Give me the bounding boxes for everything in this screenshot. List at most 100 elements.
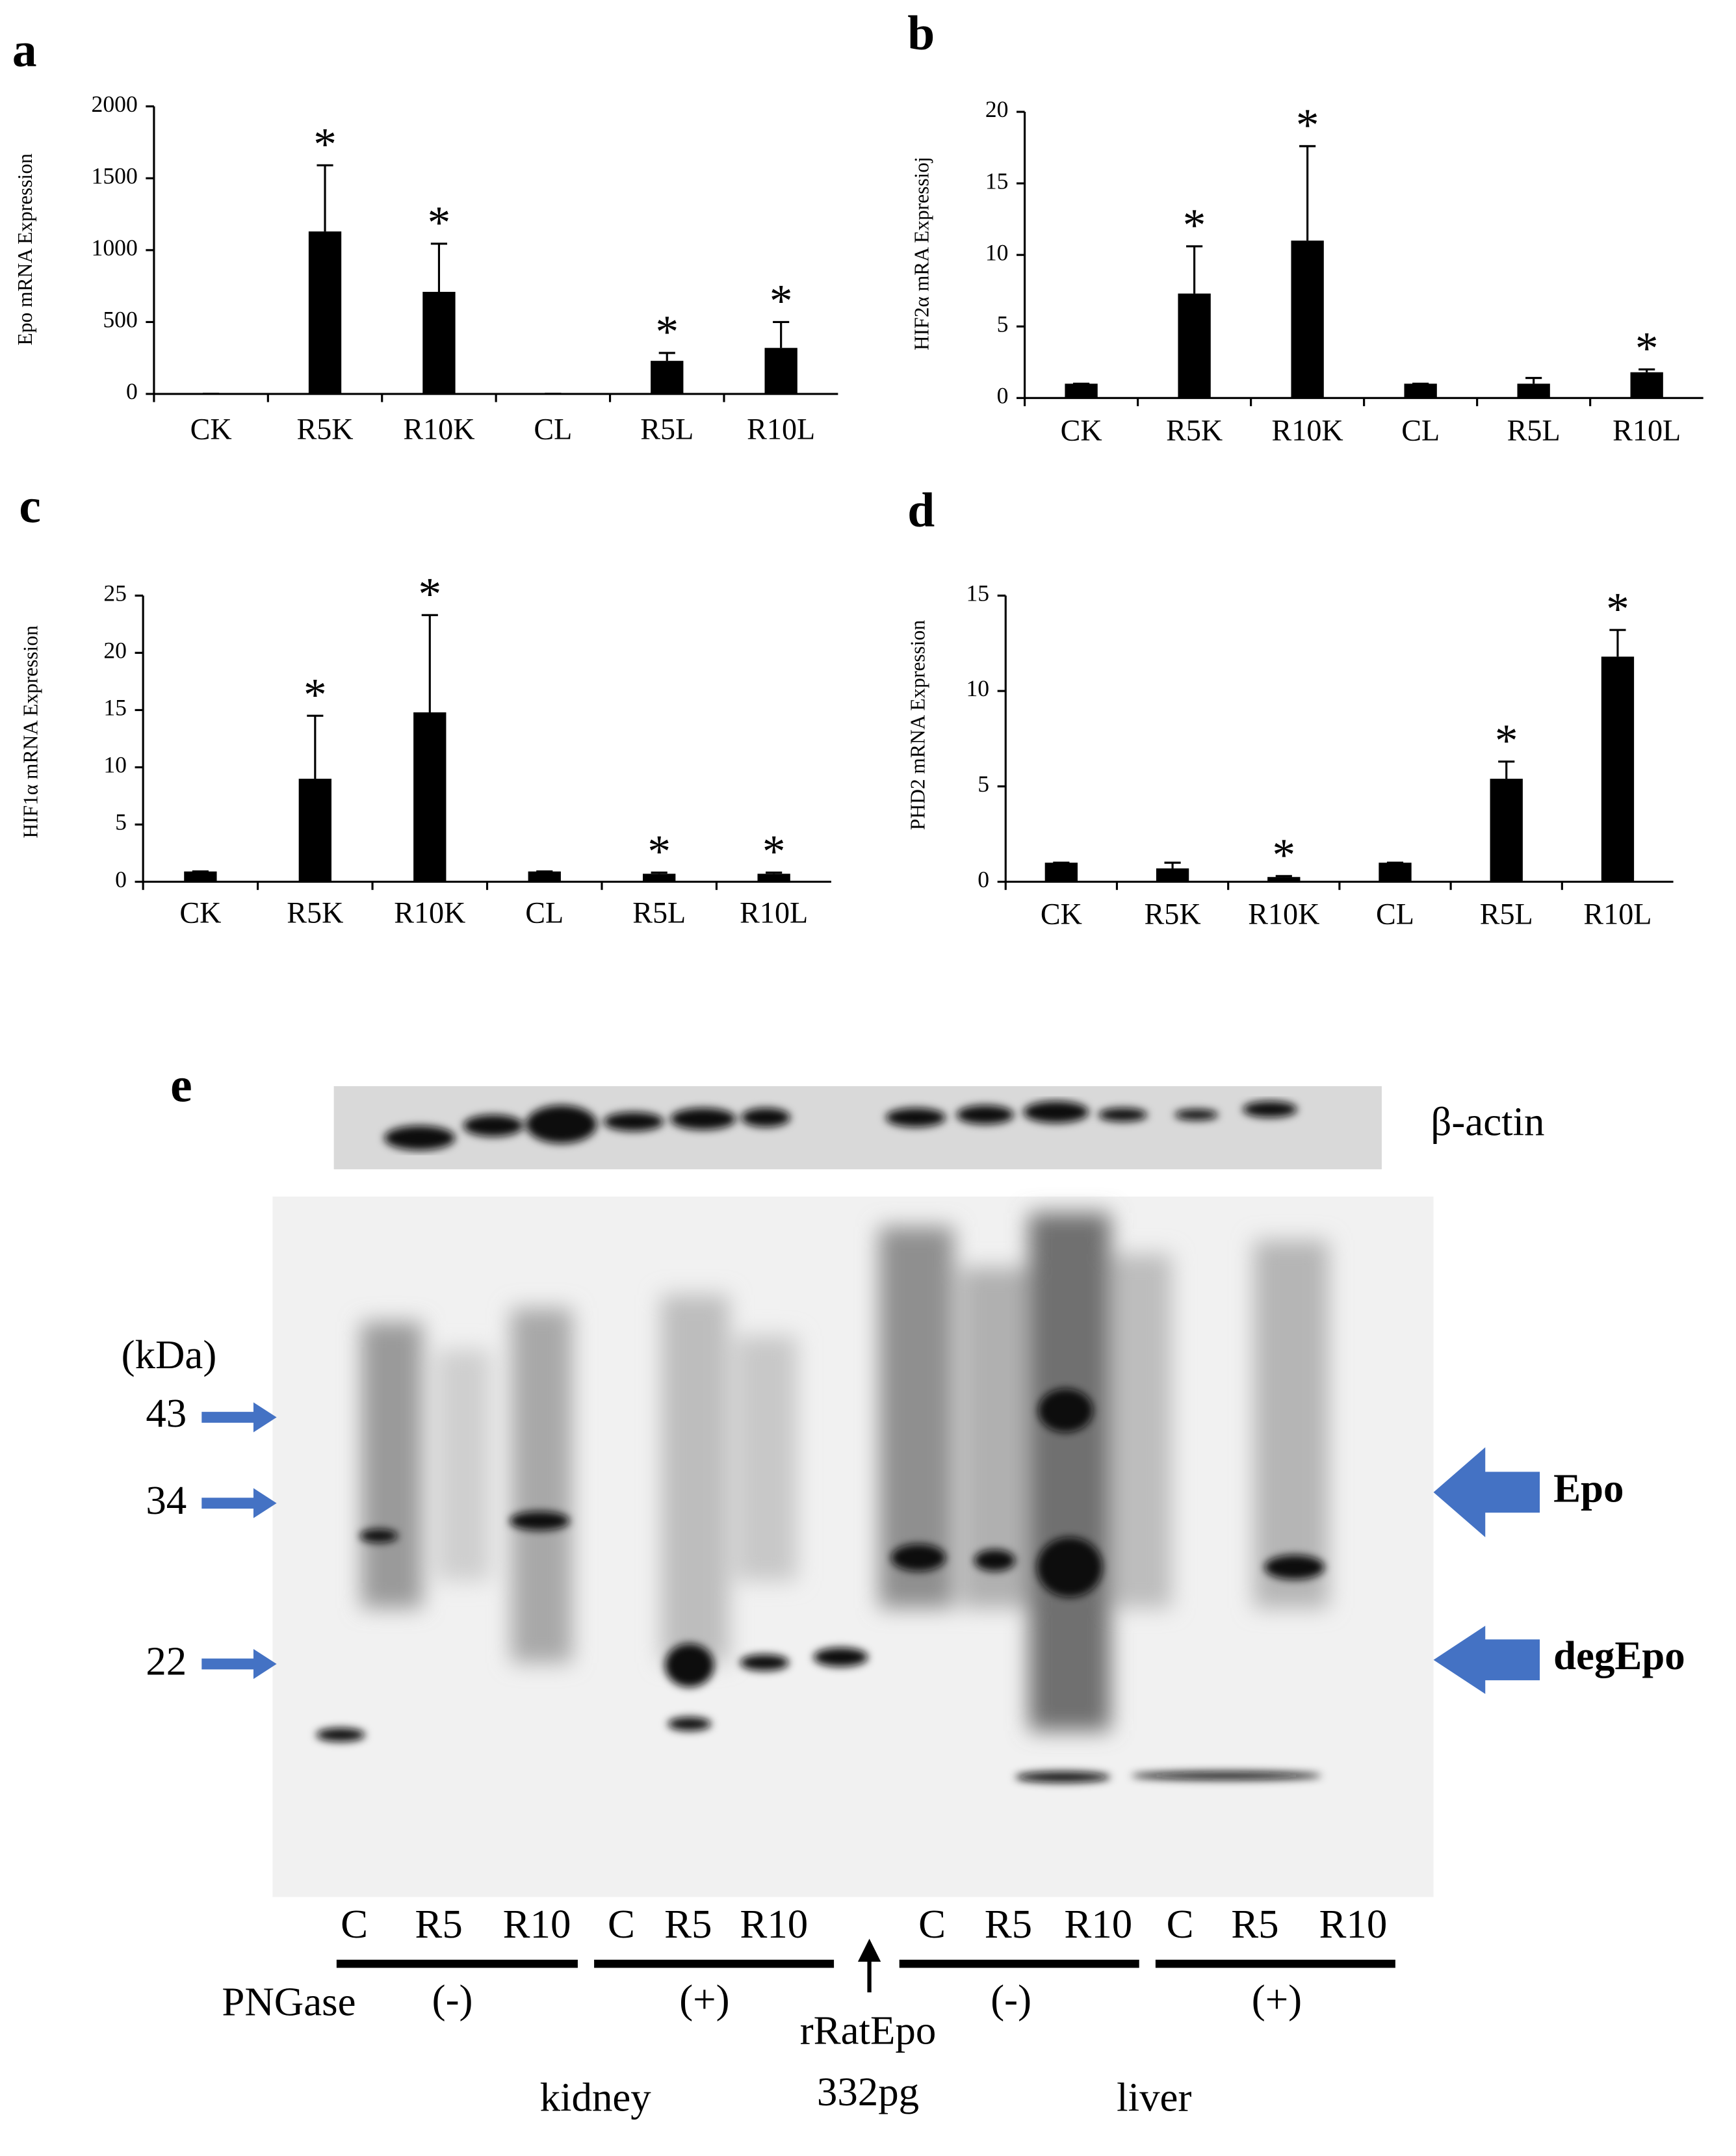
bar bbox=[1065, 383, 1098, 398]
blot-bands bbox=[316, 1388, 1325, 1783]
error-bar bbox=[766, 871, 783, 874]
significance-star: * bbox=[1495, 715, 1518, 766]
y-axis-label: PHD2 mRNA Expression bbox=[906, 620, 929, 830]
y-tick-label: 20 bbox=[103, 638, 127, 664]
standard-label: 332pg bbox=[817, 2069, 919, 2114]
x-tick-label: CL bbox=[525, 896, 564, 929]
y-tick-label: 15 bbox=[103, 695, 127, 721]
x-tick-label: R10K bbox=[1272, 413, 1343, 447]
x-tick-label: R10L bbox=[1613, 413, 1681, 447]
error-bar bbox=[1525, 376, 1542, 384]
y-tick-label: 20 bbox=[985, 96, 1009, 122]
bar bbox=[764, 348, 797, 395]
loading-control-label: β-actin bbox=[1431, 1098, 1544, 1144]
x-tick-label: R5L bbox=[640, 412, 693, 445]
treatment: (-) bbox=[432, 1976, 473, 2021]
standard-label: rRatEpo bbox=[800, 2008, 937, 2053]
y-axis-label: Epo mRNA Expression bbox=[14, 153, 36, 345]
bar bbox=[1601, 656, 1635, 882]
panel-letter: a bbox=[12, 23, 37, 77]
significance-star: * bbox=[313, 119, 337, 170]
x-tick-label: R5K bbox=[287, 896, 343, 929]
bar bbox=[1517, 383, 1550, 398]
panel-letter: b bbox=[907, 6, 935, 60]
bar bbox=[184, 871, 217, 882]
tissue-label: kidney bbox=[540, 2074, 652, 2120]
error-bar bbox=[773, 320, 790, 348]
y-tick-label: 10 bbox=[103, 752, 127, 778]
treatment: (+) bbox=[679, 1976, 729, 2021]
error-bar bbox=[1639, 368, 1655, 372]
tissue-label: liver bbox=[1117, 2074, 1191, 2120]
y-tick-label: 5 bbox=[115, 809, 127, 835]
x-tick-label: R10K bbox=[403, 412, 474, 445]
lane-label: R10 bbox=[740, 1901, 808, 1947]
x-tick-label: R10K bbox=[1248, 898, 1319, 931]
bar bbox=[1044, 863, 1078, 882]
bar bbox=[1291, 240, 1324, 398]
band-label: Epo bbox=[1553, 1465, 1624, 1511]
bar bbox=[757, 874, 790, 882]
panel-letter: e bbox=[170, 1059, 192, 1113]
lane-label: C bbox=[1167, 1901, 1194, 1947]
y-tick-label: 0 bbox=[997, 382, 1009, 408]
bar bbox=[1156, 868, 1189, 882]
bar bbox=[308, 231, 342, 395]
x-tick-label: CK bbox=[179, 896, 221, 929]
significance-star: * bbox=[1606, 583, 1629, 634]
x-tick-label: R5L bbox=[1507, 413, 1561, 447]
error-bar bbox=[651, 871, 667, 874]
y-tick-label: 500 bbox=[103, 307, 137, 333]
significance-star: * bbox=[770, 276, 793, 327]
y-tick-label: 25 bbox=[103, 580, 127, 606]
panel-letter: d bbox=[907, 484, 935, 538]
size-unit: (kDa) bbox=[122, 1332, 217, 1377]
error-bar bbox=[430, 242, 448, 292]
x-tick-label: CL bbox=[1376, 898, 1414, 931]
x-tick-label: R5L bbox=[1480, 898, 1533, 931]
bar bbox=[1178, 293, 1211, 398]
error-bar bbox=[1609, 629, 1626, 657]
error-bar bbox=[1299, 145, 1316, 241]
error-bar bbox=[1186, 245, 1203, 294]
x-tick-label: R10L bbox=[740, 896, 808, 929]
x-tick-label: R5K bbox=[296, 412, 353, 445]
error-bar bbox=[1498, 760, 1515, 779]
bar bbox=[643, 874, 676, 882]
significance-star: * bbox=[647, 826, 671, 877]
y-tick-label: 15 bbox=[966, 580, 989, 606]
treatment: (+) bbox=[1252, 1976, 1302, 2021]
panel-letter: c bbox=[19, 480, 41, 534]
bar bbox=[651, 361, 684, 395]
x-tick-label: CK bbox=[1061, 413, 1102, 447]
x-tick-label: R10K bbox=[394, 896, 465, 929]
lane-label: R5 bbox=[1231, 1901, 1278, 1947]
y-tick-label: 0 bbox=[115, 866, 127, 892]
standard-arrow bbox=[857, 1938, 881, 1993]
bar bbox=[1267, 877, 1301, 882]
marker-label: 22 bbox=[146, 1639, 187, 1684]
y-tick-label: 10 bbox=[966, 675, 989, 701]
bar bbox=[422, 291, 456, 395]
bar bbox=[1379, 863, 1412, 882]
error-bar bbox=[317, 164, 333, 232]
x-tick-label: CL bbox=[534, 412, 572, 445]
y-tick-label: 10 bbox=[985, 239, 1009, 265]
treatment-label: PNGase bbox=[222, 1979, 356, 2025]
x-tick-label: R10L bbox=[747, 412, 815, 445]
error-bar bbox=[658, 352, 675, 361]
y-tick-label: 5 bbox=[997, 311, 1009, 337]
lane-label: C bbox=[918, 1901, 946, 1947]
band-label: degEpo bbox=[1553, 1633, 1685, 1678]
bar bbox=[1490, 779, 1523, 882]
y-tick-label: 2000 bbox=[92, 91, 138, 117]
marker-label: 43 bbox=[146, 1390, 187, 1436]
bar bbox=[1404, 383, 1437, 398]
bar bbox=[413, 712, 447, 882]
x-tick-label: R5L bbox=[632, 896, 686, 929]
bar bbox=[1630, 372, 1663, 398]
significance-star: * bbox=[1272, 829, 1295, 881]
x-tick-label: CL bbox=[1401, 413, 1440, 447]
y-tick-label: 0 bbox=[126, 378, 138, 404]
y-tick-label: 1000 bbox=[92, 235, 138, 261]
